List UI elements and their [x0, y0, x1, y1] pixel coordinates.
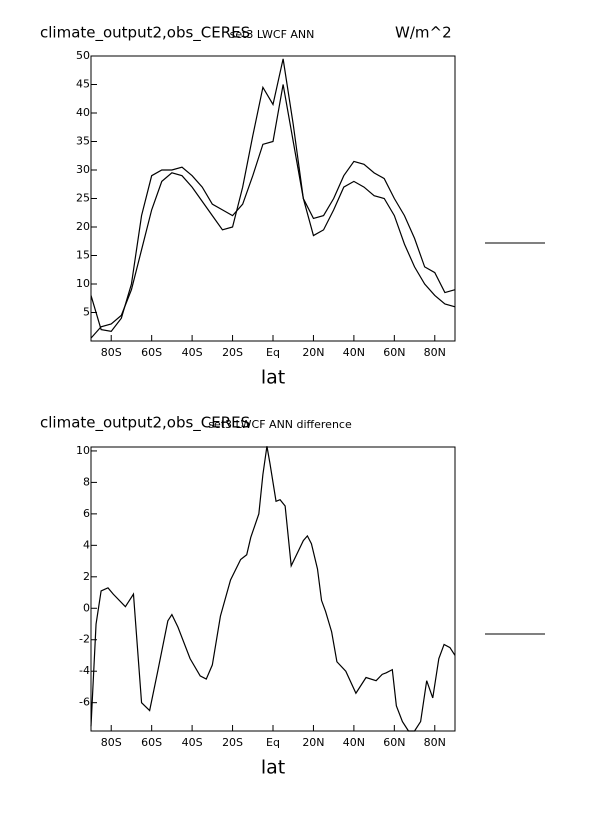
- x-axis-label: lat: [261, 757, 285, 779]
- x-tick-label: 60S: [141, 346, 162, 359]
- chart-subtitle: set3 LWCF ANN difference: [208, 418, 352, 431]
- chart-title: climate_output2,obs_CERES: [40, 414, 250, 433]
- y-tick-label: -4: [79, 664, 90, 677]
- data-line: [90, 84, 456, 332]
- x-tick-label: 40N: [343, 736, 365, 749]
- y-tick-label: 35: [76, 135, 90, 148]
- y-tick-label: 25: [76, 192, 90, 205]
- x-tick-label: 80N: [424, 346, 446, 359]
- y-tick-label: 4: [83, 538, 90, 551]
- x-tick-label: 20N: [302, 736, 324, 749]
- y-tick-label: 45: [76, 78, 90, 91]
- x-tick-label: 20S: [222, 346, 243, 359]
- x-tick-label: 20S: [222, 736, 243, 749]
- units-label: W/m^2: [395, 24, 452, 42]
- y-tick-label: -2: [79, 633, 90, 646]
- x-tick-label: 80N: [424, 736, 446, 749]
- y-tick-label: 10: [76, 277, 90, 290]
- x-tick-label: Eq: [266, 346, 280, 359]
- y-tick-label: 5: [83, 306, 90, 319]
- x-tick-label: 40S: [182, 736, 203, 749]
- x-tick-label: 80S: [101, 346, 122, 359]
- y-tick-label: -6: [79, 696, 90, 709]
- x-axis-label: lat: [261, 367, 285, 389]
- x-tick-label: 60N: [383, 736, 405, 749]
- data-line: [90, 58, 456, 339]
- y-tick-label: 50: [76, 49, 90, 62]
- x-tick-label: 60S: [141, 736, 162, 749]
- chart-subtitle: set3 LWCF ANN: [230, 28, 315, 41]
- x-tick-label: 60N: [383, 346, 405, 359]
- y-tick-label: 30: [76, 163, 90, 176]
- x-tick-label: 40N: [343, 346, 365, 359]
- x-tick-label: 40S: [182, 346, 203, 359]
- y-tick-label: 6: [83, 507, 90, 520]
- x-tick-label: 80S: [101, 736, 122, 749]
- y-tick-label: 10: [76, 444, 90, 457]
- x-tick-label: Eq: [266, 736, 280, 749]
- chart-title: climate_output2,obs_CERES: [40, 24, 250, 43]
- y-tick-label: 2: [83, 570, 90, 583]
- y-tick-label: 40: [76, 106, 90, 119]
- y-tick-label: 0: [83, 601, 90, 614]
- y-tick-label: 8: [83, 475, 90, 488]
- y-tick-label: 15: [76, 249, 90, 262]
- y-tick-label: 20: [76, 220, 90, 233]
- data-line: [90, 446, 456, 732]
- x-tick-label: 20N: [302, 346, 324, 359]
